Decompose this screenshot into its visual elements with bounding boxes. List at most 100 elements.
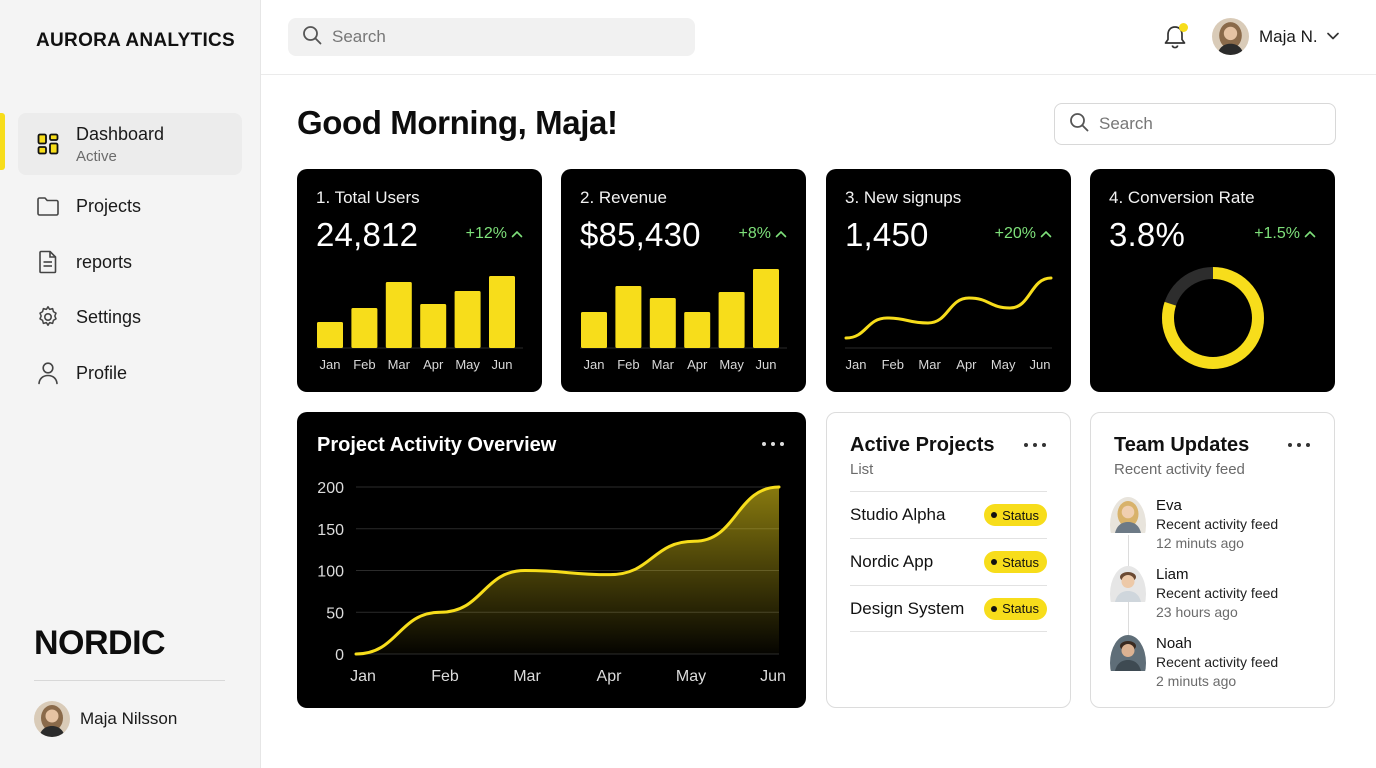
x-tick-jan: Jan (320, 357, 341, 372)
list-item[interactable]: Noah Recent activity feed 2 minuts ago (1110, 635, 1278, 691)
team-member-name: Noah (1156, 635, 1192, 652)
x-tick-may: May (991, 357, 1016, 372)
more-options-button[interactable] (762, 439, 784, 449)
bar-apr (420, 304, 447, 348)
status-badge[interactable]: Status (984, 504, 1047, 526)
main-search-box[interactable] (1054, 103, 1336, 145)
more-options-button[interactable] (1024, 440, 1046, 450)
kpi-value: 24,812 (316, 216, 419, 253)
list-item[interactable]: Eva Recent activity feed 12 minuts ago (1110, 497, 1278, 553)
search-icon (302, 25, 322, 50)
kpi-bar-chart: Jan Feb Mar Apr May Jun (580, 269, 787, 372)
team-member-name: Liam (1156, 566, 1189, 583)
bar-feb (615, 286, 642, 348)
y-tick-50: 50 (326, 605, 344, 622)
project-name: Studio Alpha (850, 505, 946, 524)
bar-apr (684, 312, 711, 348)
x-tick-apr: Apr (423, 357, 444, 372)
notifications-button[interactable] (1162, 23, 1190, 51)
list-item[interactable]: Design System Status (850, 585, 1047, 632)
sidebar-user-name: Maja Nilsson (80, 709, 178, 728)
team-activity-text: Recent activity feed (1156, 585, 1279, 601)
kpi-value: 3.8% (1109, 216, 1186, 253)
x-tick-apr: Apr (597, 668, 623, 685)
kpi-bar-chart: Jan Feb Mar Apr May Jun (316, 276, 523, 372)
more-options-button[interactable] (1288, 440, 1310, 450)
x-tick-may: May (676, 668, 706, 685)
x-tick-jan: Jan (584, 357, 605, 372)
sidebar-item-label: Dashboard (76, 123, 165, 144)
top-search-input[interactable] (332, 27, 672, 47)
x-tick-apr: Apr (956, 357, 977, 372)
kpi-card-revenue[interactable]: 2. Revenue $85,430 +8% Jan Feb Mar Apr May Ju… (561, 169, 806, 392)
x-tick-jun: Jun (492, 357, 513, 372)
kpi-title: 4. Conversion Rate (1109, 188, 1255, 207)
list-item[interactable]: Liam Recent activity feed 23 hours ago (1110, 566, 1278, 622)
kpi-line-chart: Jan Feb Mar Apr May Jun (844, 276, 1053, 372)
chevron-down-icon (1326, 28, 1340, 46)
x-tick-mar: Mar (388, 357, 411, 372)
top-user-name: Maja N. (1259, 26, 1318, 46)
kpi-card-conversion-rate[interactable]: 4. Conversion Rate 3.8% +1.5% (1090, 169, 1335, 392)
timestamp: 12 minuts ago (1156, 535, 1244, 551)
sidebar-item-projects[interactable]: Projects (18, 184, 242, 228)
team-activity-text: Recent activity feed (1156, 654, 1279, 670)
y-tick-200: 200 (317, 480, 344, 497)
x-tick-jun: Jun (1030, 357, 1051, 372)
list-item[interactable]: Studio Alpha Status (850, 491, 1047, 538)
kpi-card-total-users[interactable]: 1. Total Users 24,812 +12% Jan Feb Mar Apr M… (297, 169, 542, 392)
kpi-card-new-signups[interactable]: 3. New signups 1,450 +20% Jan Feb Mar Apr Ma… (826, 169, 1071, 392)
status-badge[interactable]: Status (984, 551, 1047, 573)
sidebar-item-dashboard[interactable]: Dashboard Active (18, 113, 242, 175)
status-badge[interactable]: Status (984, 597, 1047, 620)
x-tick-jun: Jun (756, 357, 777, 372)
active-projects-card: Active Projects List Studio Alpha Status… (826, 412, 1071, 708)
topbar: Maja N. (261, 0, 1376, 75)
card-subtitle: Recent activity feed (1114, 461, 1245, 478)
sidebar: AURORA ANALYTICS Dashboard Active Projec… (0, 0, 261, 768)
project-activity-card: Project Activity Overview 200 150 100 50 0 Ja… (297, 412, 806, 708)
sidebar-item-reports[interactable]: reports (18, 240, 242, 284)
arrow-up-icon (1040, 230, 1052, 238)
main-search-input[interactable] (1099, 114, 1329, 134)
avatar (1110, 635, 1146, 691)
bar-mar (649, 298, 676, 348)
top-search-box[interactable] (288, 18, 695, 56)
bar-may (718, 292, 745, 348)
bar-mar (385, 282, 412, 348)
project-name: Design System (850, 598, 965, 618)
y-tick-0: 0 (335, 647, 344, 664)
sidebar-divider (34, 680, 225, 681)
arrow-up-icon (511, 230, 523, 238)
x-tick-feb: Feb (617, 357, 639, 372)
y-tick-150: 150 (317, 522, 344, 539)
user-icon (36, 361, 60, 385)
notification-badge (1179, 23, 1188, 32)
activity-area-chart: 200 150 100 50 0 Jan Feb Mar Apr May Jun (317, 480, 786, 685)
kpi-delta: +8% (739, 225, 787, 243)
kpi-value: 1,450 (845, 216, 929, 253)
card-title: Project Activity Overview (317, 434, 557, 456)
x-tick-mar: Mar (652, 357, 675, 372)
sidebar-item-label: Settings (76, 306, 142, 327)
list-item[interactable]: Nordic App Status (850, 538, 1047, 585)
donut-segment-filled (1162, 267, 1264, 369)
bell-icon (1162, 26, 1188, 55)
sidebar-user[interactable]: Maja Nilsson (34, 701, 177, 737)
active-indicator (0, 113, 5, 170)
dashboard-icon (36, 132, 60, 156)
arrow-up-icon (1304, 230, 1316, 238)
x-tick-feb: Feb (353, 357, 375, 372)
x-tick-mar: Mar (918, 357, 941, 372)
x-tick-feb: Feb (882, 357, 904, 372)
sidebar-item-label: Projects (76, 195, 142, 216)
x-tick-jan: Jan (846, 357, 867, 372)
bar-jun (753, 269, 779, 348)
bar-jun (489, 276, 515, 348)
kpi-delta-text: +8% (738, 225, 771, 242)
sidebar-item-settings[interactable]: Settings (18, 295, 242, 339)
user-menu[interactable]: Maja N. (1212, 18, 1340, 55)
sidebar-item-profile[interactable]: Profile (18, 351, 242, 395)
x-tick-jun: Jun (760, 668, 786, 685)
x-tick-apr: Apr (687, 357, 708, 372)
